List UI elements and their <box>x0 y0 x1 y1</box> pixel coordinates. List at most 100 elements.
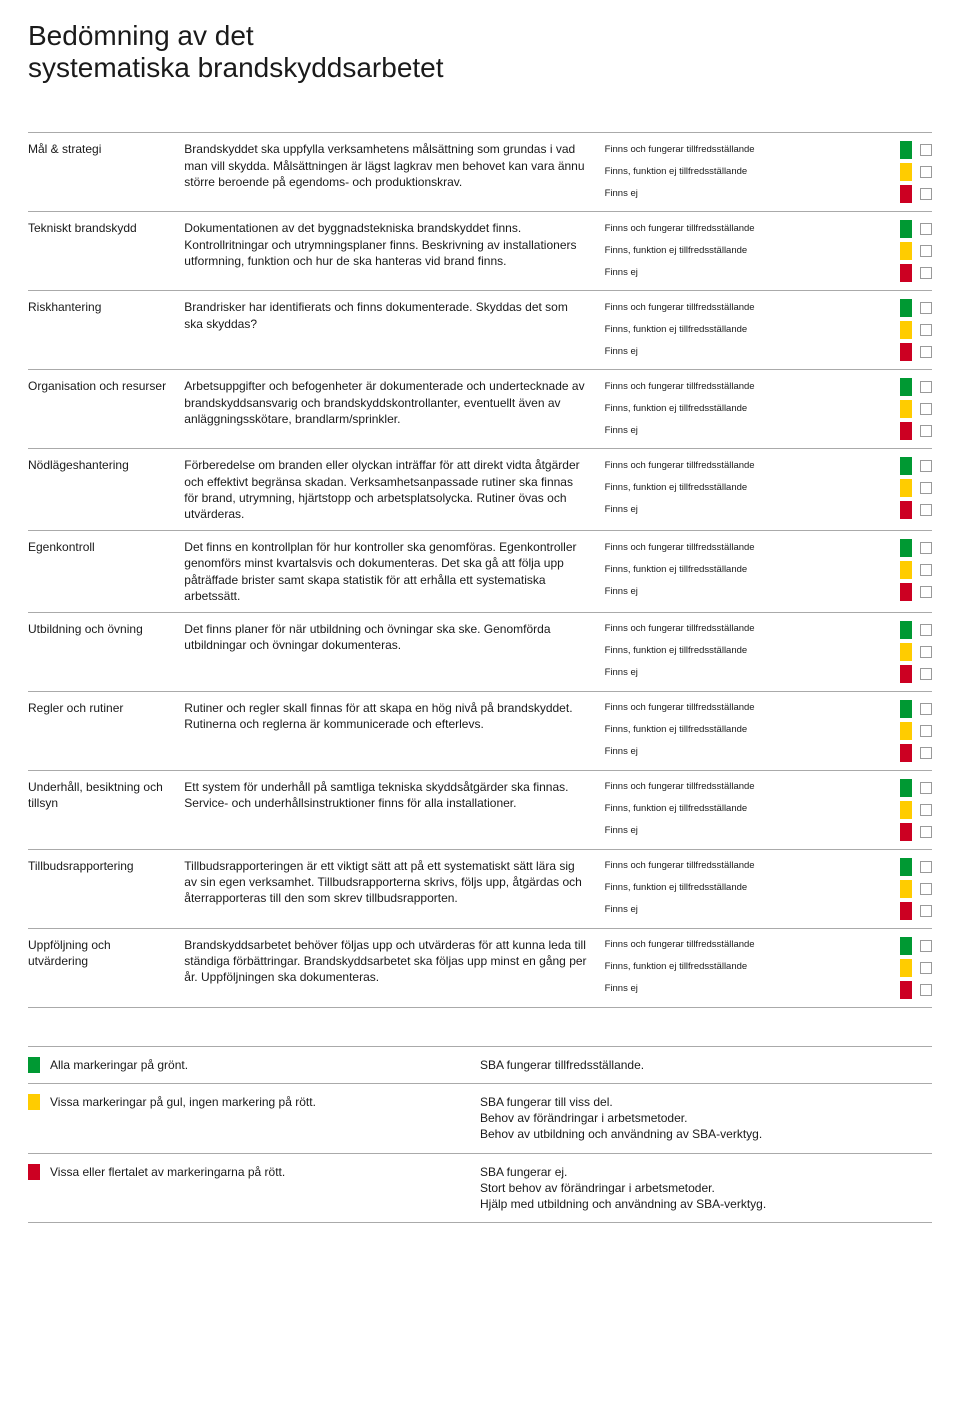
assessment-checkbox[interactable] <box>920 747 932 759</box>
assessment-checkbox[interactable] <box>920 646 932 658</box>
result-condition-cell: Alla markeringar på grönt. <box>28 1046 480 1083</box>
assessment-checkbox[interactable] <box>920 267 932 279</box>
description-cell: Tillbudsrapporteringen är ett viktigt sä… <box>184 849 604 928</box>
assessment-checkbox[interactable] <box>920 940 932 952</box>
result-outcome-cell: SBA fungerar ej.Stort behov av förändrin… <box>480 1153 932 1223</box>
assessment-checkbox[interactable] <box>920 482 932 494</box>
assessment-option-good: Finns och fungerar tillfredsställande <box>605 297 932 319</box>
assessment-option-label: Finns ej <box>605 586 894 599</box>
green-swatch-icon <box>900 621 912 639</box>
assessment-checkbox[interactable] <box>920 782 932 794</box>
assessment-option-label: Finns, funktion ej tillfredsställande <box>605 564 894 577</box>
red-swatch-icon <box>28 1164 40 1180</box>
table-row: NödlägeshanteringFörberedelse om branden… <box>28 449 932 531</box>
assessment-option-good: Finns och fungerar tillfredsställande <box>605 856 932 878</box>
assessment-checkbox[interactable] <box>920 725 932 737</box>
result-condition-text: Vissa markeringar på gul, ingen markerin… <box>50 1094 470 1110</box>
assessment-option-good: Finns och fungerar tillfredsställande <box>605 619 932 641</box>
category-cell: Mål & strategi <box>28 133 184 212</box>
assessment-option-label: Finns och fungerar tillfredsställande <box>605 623 894 636</box>
assessment-option-partial: Finns, funktion ej tillfredsställande <box>605 799 932 821</box>
assessment-checkbox[interactable] <box>920 668 932 680</box>
category-cell: Utbildning och övning <box>28 612 184 691</box>
assessment-option-label: Finns, funktion ej tillfredsställande <box>605 245 894 258</box>
results-row: Vissa markeringar på gul, ingen markerin… <box>28 1084 932 1154</box>
category-cell: Nödlägeshantering <box>28 449 184 531</box>
yellow-swatch-icon <box>900 400 912 418</box>
assessment-checkbox[interactable] <box>920 223 932 235</box>
assessment-checkbox[interactable] <box>920 804 932 816</box>
description-cell: Brandskyddet ska uppfylla verksamhetens … <box>184 133 604 212</box>
assessment-option-label: Finns och fungerar tillfredsställande <box>605 381 894 394</box>
assessment-checkbox[interactable] <box>920 504 932 516</box>
assessment-checkbox[interactable] <box>920 166 932 178</box>
yellow-swatch-icon <box>900 479 912 497</box>
assessment-option-partial: Finns, funktion ej tillfredsställande <box>605 641 932 663</box>
assessment-checkbox[interactable] <box>920 905 932 917</box>
assessment-option-label: Finns, funktion ej tillfredsställande <box>605 645 894 658</box>
assessment-option-label: Finns, funktion ej tillfredsställande <box>605 482 894 495</box>
assessment-checkbox[interactable] <box>920 826 932 838</box>
assessment-option-label: Finns och fungerar tillfredsställande <box>605 939 894 952</box>
assessment-checkbox[interactable] <box>920 324 932 336</box>
assessment-option-label: Finns, funktion ej tillfredsställande <box>605 403 894 416</box>
assessment-option-label: Finns, funktion ej tillfredsställande <box>605 324 894 337</box>
assessment-option-partial: Finns, funktion ej tillfredsställande <box>605 398 932 420</box>
assessment-option-partial: Finns, funktion ej tillfredsställande <box>605 319 932 341</box>
assessment-checkbox[interactable] <box>920 144 932 156</box>
assessment-checkbox[interactable] <box>920 984 932 996</box>
green-swatch-icon <box>900 299 912 317</box>
assessment-checkbox[interactable] <box>920 381 932 393</box>
assessment-cell: Finns och fungerar tillfredsställande Fin… <box>605 370 932 449</box>
yellow-swatch-icon <box>900 880 912 898</box>
result-condition-text: Alla markeringar på grönt. <box>50 1057 470 1073</box>
red-swatch-icon <box>900 264 912 282</box>
yellow-swatch-icon <box>900 242 912 260</box>
assessment-checkbox[interactable] <box>920 245 932 257</box>
category-cell: Riskhantering <box>28 291 184 370</box>
assessment-option-good: Finns och fungerar tillfredsställande <box>605 139 932 161</box>
assessment-checkbox[interactable] <box>920 542 932 554</box>
result-condition-cell: Vissa eller flertalet av markeringarna p… <box>28 1153 480 1223</box>
table-row: Regler och rutinerRutiner och regler ska… <box>28 691 932 770</box>
assessment-checkbox[interactable] <box>920 883 932 895</box>
red-swatch-icon <box>900 823 912 841</box>
results-table: Alla markeringar på grönt.SBA fungerar t… <box>28 1046 932 1223</box>
table-row: EgenkontrollDet finns en kontrollplan fö… <box>28 531 932 613</box>
assessment-checkbox[interactable] <box>920 586 932 598</box>
assessment-checkbox[interactable] <box>920 962 932 974</box>
assessment-checkbox[interactable] <box>920 564 932 576</box>
category-cell: Egenkontroll <box>28 531 184 613</box>
assessment-checkbox[interactable] <box>920 861 932 873</box>
assessment-checkbox[interactable] <box>920 703 932 715</box>
assessment-checkbox[interactable] <box>920 346 932 358</box>
assessment-option-label: Finns, funktion ej tillfredsställande <box>605 803 894 816</box>
assessment-option-label: Finns ej <box>605 188 894 201</box>
assessment-checkbox[interactable] <box>920 403 932 415</box>
green-swatch-icon <box>28 1057 40 1073</box>
red-swatch-icon <box>900 665 912 683</box>
assessment-checkbox[interactable] <box>920 188 932 200</box>
category-cell: Regler och rutiner <box>28 691 184 770</box>
assessment-option-partial: Finns, funktion ej tillfredsställande <box>605 240 932 262</box>
description-cell: Brandrisker har identifierats och finns … <box>184 291 604 370</box>
assessment-option-good: Finns och fungerar tillfredsställande <box>605 537 932 559</box>
assessment-option-good: Finns och fungerar tillfredsställande <box>605 698 932 720</box>
assessment-checkbox[interactable] <box>920 425 932 437</box>
assessment-option-label: Finns och fungerar tillfredsställande <box>605 223 894 236</box>
assessment-option-label: Finns, funktion ej tillfredsställande <box>605 166 894 179</box>
assessment-cell: Finns och fungerar tillfredsställandeFin… <box>605 849 932 928</box>
green-swatch-icon <box>900 220 912 238</box>
assessment-option-none: Finns ej <box>605 341 932 363</box>
assessment-cell: Finns och fungerar tillfredsställandeFin… <box>605 770 932 849</box>
assessment-option-label: Finns, funktion ej tillfredsställande <box>605 724 894 737</box>
assessment-checkbox[interactable] <box>920 624 932 636</box>
assessment-option-label: Finns, funktion ej tillfredsställande <box>605 961 894 974</box>
assessment-checkbox[interactable] <box>920 302 932 314</box>
assessment-checkbox[interactable] <box>920 460 932 472</box>
assessment-cell: Finns och fungerar tillfredsställande Fin… <box>605 133 932 212</box>
assessment-option-label: Finns och fungerar tillfredsställande <box>605 542 894 555</box>
assessment-option-partial: Finns, funktion ej tillfredsställande <box>605 161 932 183</box>
assessment-table: Mål & strategiBrandskyddet ska uppfylla … <box>28 132 932 1008</box>
category-cell: Uppföljning och utvärdering <box>28 928 184 1007</box>
